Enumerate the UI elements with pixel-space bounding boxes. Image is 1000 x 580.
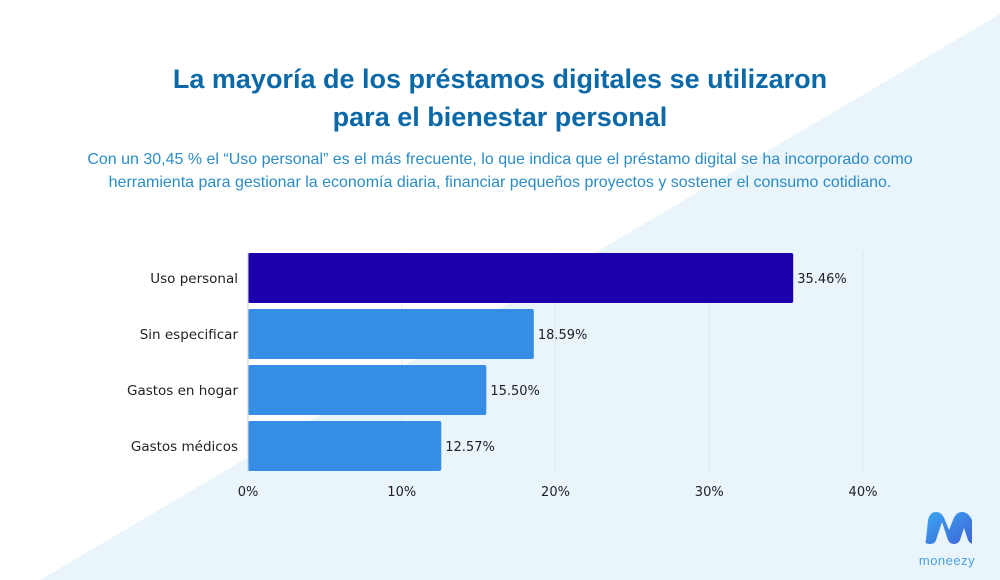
data-label: 18.59% bbox=[538, 328, 588, 343]
x-tick-label: 40% bbox=[849, 485, 878, 500]
x-tick-label: 0% bbox=[238, 485, 259, 500]
x-tick-label: 10% bbox=[387, 485, 416, 500]
category-label: Gastos en hogar bbox=[127, 383, 238, 399]
bar-gastos-m-dicos bbox=[248, 421, 442, 471]
data-label: 35.46% bbox=[797, 272, 847, 287]
logo-wordmark: moneezy bbox=[918, 553, 976, 568]
category-label: Sin especificar bbox=[140, 327, 239, 343]
moneezy-m-icon bbox=[925, 512, 974, 544]
category-label: Uso personal bbox=[150, 271, 238, 287]
data-label: 12.57% bbox=[445, 440, 495, 455]
chart-title: La mayoría de los préstamos digitales se… bbox=[0, 60, 1000, 136]
chart-subtitle: Con un 30,45 % el “Uso personal” es el m… bbox=[87, 151, 913, 191]
bar-uso-personal bbox=[248, 253, 794, 303]
title-line-2: para el bienestar personal bbox=[332, 102, 668, 132]
data-label: 15.50% bbox=[490, 384, 540, 399]
x-tick-label: 30% bbox=[695, 485, 724, 500]
title-line-1: La mayoría de los préstamos digitales se… bbox=[172, 64, 828, 94]
category-label: Gastos médicos bbox=[131, 439, 238, 455]
bar-sin-especificar bbox=[248, 309, 534, 359]
x-tick-label: 20% bbox=[541, 485, 570, 500]
moneezy-logo: moneezy bbox=[912, 510, 982, 568]
bar-gastos-en-hogar bbox=[248, 365, 487, 415]
